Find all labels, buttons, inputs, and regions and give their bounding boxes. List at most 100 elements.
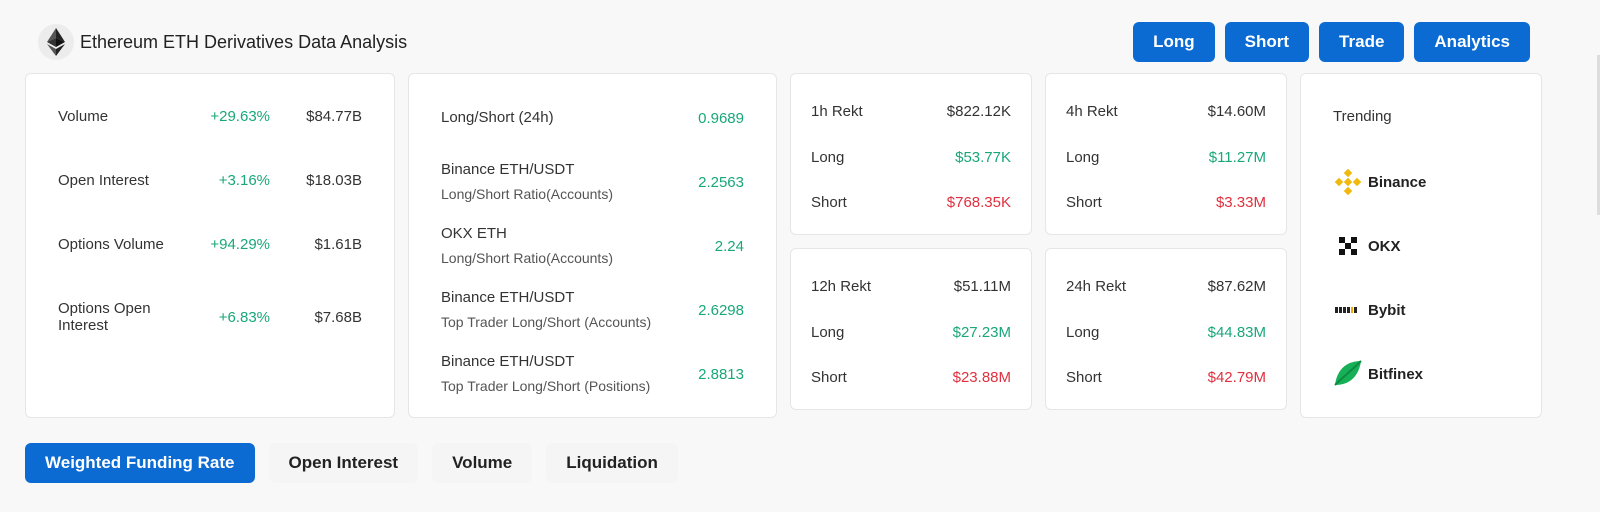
stat-label: Options Open Interest — [58, 300, 151, 334]
page-header: Ethereum ETH Derivatives Data Analysis — [38, 22, 407, 62]
rekt-long-value: $53.77K — [955, 149, 1011, 166]
trending-item-label: OKX — [1368, 237, 1401, 255]
trending-item-okx[interactable]: OKX — [1333, 231, 1401, 261]
rekt-short-label: Short — [811, 369, 847, 386]
page-title: Ethereum ETH Derivatives Data Analysis — [80, 31, 408, 52]
rekt-short-value: $23.88M — [952, 369, 1011, 386]
rekt-title: 4h Rekt — [1066, 103, 1118, 120]
rekt-short-label: Short — [811, 194, 847, 211]
trending-item-bitfinex[interactable]: Bitfinex — [1333, 359, 1423, 389]
rekt-short-row: Short $3.33M — [1066, 194, 1266, 211]
rekt-long-row: Long $44.83M — [1066, 324, 1266, 341]
ls-sublabel: Long/Short Ratio(Accounts) — [441, 250, 613, 266]
tab-liquidation[interactable]: Liquidation — [546, 443, 678, 483]
binance-icon — [1333, 167, 1363, 197]
ls-value: 2.8813 — [698, 365, 744, 383]
rekt-short-row: Short $23.88M — [811, 369, 1011, 386]
ls-label: OKX ETH — [441, 225, 507, 242]
bybit-icon — [1333, 295, 1363, 325]
trending-item-label: Bybit — [1368, 301, 1406, 319]
tab-weighted-funding-rate[interactable]: Weighted Funding Rate — [25, 443, 255, 483]
long-button[interactable]: Long — [1133, 22, 1215, 62]
market-row-options-open-interest: Options Open Interest +6.83% $7.68B — [58, 300, 362, 334]
ls-row-binance-top-positions: Binance ETH/USDT Top Trader Long/Short (… — [441, 350, 744, 398]
ls-sublabel: Top Trader Long/Short (Positions) — [441, 378, 651, 394]
ls-row-binance-top-accounts: Binance ETH/USDT Top Trader Long/Short (… — [441, 286, 744, 334]
stat-change: +6.83% — [218, 308, 270, 326]
ls-label: Binance ETH/USDT — [441, 161, 575, 178]
rekt-short-label: Short — [1066, 194, 1102, 211]
short-button[interactable]: Short — [1224, 22, 1310, 62]
rekt-long-value: $11.27M — [1208, 149, 1266, 166]
ls-label: Binance ETH/USDT — [441, 353, 575, 370]
trending-item-bybit[interactable]: Bybit — [1333, 295, 1406, 325]
rekt-total-row: 4h Rekt $14.60M — [1066, 103, 1266, 120]
ls-sublabel: Long/Short Ratio(Accounts) — [441, 186, 613, 202]
trending-title: Trending — [1333, 108, 1392, 125]
rekt-total: $14.60M — [1207, 103, 1266, 120]
stat-value: $84.77B — [306, 108, 362, 125]
rekt-total-row: 12h Rekt $51.11M — [811, 278, 1011, 295]
rekt-short-row: Short $42.79M — [1066, 369, 1266, 386]
rekt-card-4h: 4h Rekt $14.60M Long $11.27M Short $3.33M — [1045, 73, 1287, 235]
trending-card: Trending Binance — [1300, 73, 1542, 418]
analytics-button[interactable]: Analytics — [1414, 22, 1530, 62]
rekt-card-1h: 1h Rekt $822.12K Long $53.77K Short $768.35… — [790, 73, 1032, 235]
ls-value: 2.2563 — [698, 173, 744, 191]
rekt-title: 24h Rekt — [1066, 278, 1127, 295]
top-button-group: Long Short Trade Analytics — [1133, 22, 1530, 62]
rekt-short-value: $768.35K — [946, 194, 1011, 211]
rekt-long-label: Long — [1066, 149, 1100, 166]
ls-label: Long/Short (24h) — [441, 109, 554, 126]
long-short-card: Long/Short (24h) 0.9689 Binance ETH/USDT… — [408, 73, 777, 418]
ls-value: 0.9689 — [698, 109, 744, 127]
rekt-long-label: Long — [811, 324, 845, 341]
rekt-card-24h: 24h Rekt $87.62M Long $44.83M Short $42.79M — [1045, 248, 1287, 410]
stat-value: $7.68B — [314, 308, 362, 326]
rekt-title: 1h Rekt — [811, 103, 863, 120]
ethereum-icon — [38, 24, 74, 60]
rekt-total: $51.11M — [953, 278, 1011, 295]
rekt-long-row: Long $53.77K — [811, 149, 1011, 166]
rekt-total: $87.62M — [1207, 278, 1266, 295]
ls-sublabel: Top Trader Long/Short (Accounts) — [441, 314, 652, 330]
stat-label: Volume — [58, 108, 109, 125]
rekt-title: 12h Rekt — [811, 278, 872, 295]
okx-icon — [1333, 231, 1363, 261]
ls-value: 2.6298 — [698, 301, 744, 319]
rekt-long-label: Long — [1066, 324, 1100, 341]
page-scrollbar[interactable] — [1597, 55, 1600, 215]
market-row-open-interest: Open Interest +3.16% $18.03B — [58, 172, 362, 189]
rekt-short-value: $42.79M — [1207, 369, 1266, 386]
bitfinex-icon — [1333, 359, 1363, 389]
rekt-long-row: Long $11.27M — [1066, 149, 1266, 166]
rekt-total-row: 1h Rekt $822.12K — [811, 103, 1011, 120]
market-stats-card: Volume +29.63% $84.77B Open Interest +3.… — [25, 73, 395, 418]
rekt-short-value: $3.33M — [1215, 194, 1266, 211]
trending-item-label: Bitfinex — [1368, 365, 1424, 383]
rekt-total-row: 24h Rekt $87.62M — [1066, 278, 1266, 295]
ls-row-24h: Long/Short (24h) 0.9689 — [441, 106, 744, 130]
tab-volume[interactable]: Volume — [432, 443, 533, 483]
stat-change: +94.29% — [210, 236, 270, 253]
ls-row-binance-accounts: Binance ETH/USDT Long/Short Ratio(Accoun… — [441, 158, 744, 206]
rekt-total: $822.12K — [946, 103, 1011, 120]
rekt-card-12h: 12h Rekt $51.11M Long $27.23M Short $23.88M — [790, 248, 1032, 410]
ls-value: 2.24 — [714, 237, 744, 255]
tab-open-interest[interactable]: Open Interest — [268, 443, 419, 483]
rekt-short-row: Short $768.35K — [811, 194, 1011, 211]
ls-row-okx-accounts: OKX ETH Long/Short Ratio(Accounts) 2.24 — [441, 222, 744, 270]
rekt-long-label: Long — [811, 149, 845, 166]
rekt-short-label: Short — [1066, 369, 1102, 386]
trending-item-binance[interactable]: Binance — [1333, 167, 1426, 197]
stat-label: Open Interest — [58, 172, 149, 189]
market-row-options-volume: Options Volume +94.29% $1.61B — [58, 236, 362, 253]
stat-change: +3.16% — [218, 172, 270, 189]
rekt-long-row: Long $27.23M — [811, 324, 1011, 341]
rekt-long-value: $44.83M — [1207, 324, 1266, 341]
stat-label: Options Volume — [58, 236, 164, 253]
stat-change: +29.63% — [210, 108, 270, 125]
trade-button[interactable]: Trade — [1319, 22, 1405, 62]
rekt-long-value: $27.23M — [952, 324, 1011, 341]
chart-tabs: Weighted Funding Rate Open Interest Volu… — [25, 443, 678, 483]
